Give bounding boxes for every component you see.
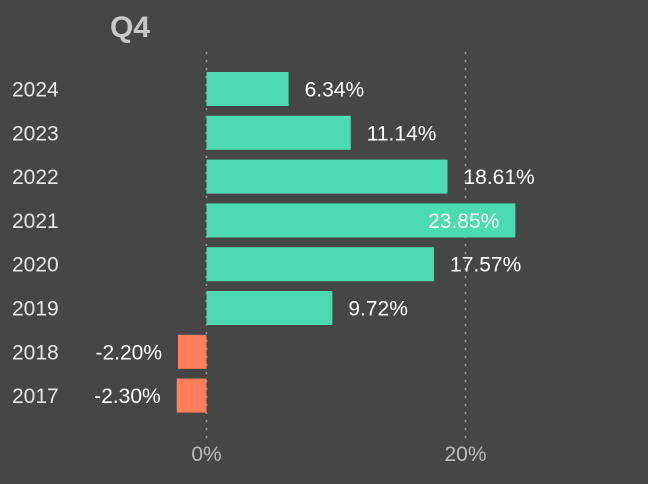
value-label: 11.14%: [367, 122, 437, 145]
category-label: 2020: [12, 254, 59, 277]
bar: [176, 378, 207, 413]
value-label: 23.85%: [428, 210, 499, 233]
chart-title: Q4: [110, 11, 150, 44]
category-label: 2019: [12, 298, 59, 321]
value-label: -2.30%: [94, 385, 161, 408]
bars: [176, 72, 516, 413]
value-label: 9.72%: [348, 298, 408, 321]
bar: [178, 334, 207, 369]
value-labels: 6.34%11.14% 18.61% 23.85% 17.57% 9.72% -2.20%…: [94, 79, 535, 409]
category-label: 2017: [12, 385, 59, 408]
bar: [206, 159, 448, 194]
x-tick-label: 20%: [444, 443, 486, 466]
x-tick-label: 0%: [191, 443, 221, 466]
x-axis-ticks: 0% 20%: [191, 443, 486, 466]
category-labels: 2024 2023 2022 2021 2020 2019 2018 2017: [12, 79, 59, 409]
bar: [206, 72, 289, 106]
bar: [206, 115, 351, 150]
category-label: 2021: [12, 210, 59, 233]
category-label: 2023: [12, 122, 59, 145]
category-label: 2024: [12, 79, 59, 102]
gridlines: [205, 52, 467, 438]
bar: [206, 247, 435, 282]
value-label: 17.57%: [450, 254, 521, 277]
bar: [206, 291, 333, 325]
bar: [206, 203, 516, 238]
value-label: -2.20%: [95, 341, 162, 364]
value-label: 18.61%: [463, 166, 534, 189]
category-label: 2018: [12, 341, 59, 364]
category-label: 2022: [12, 166, 59, 189]
value-label: 6.34%: [305, 79, 365, 102]
